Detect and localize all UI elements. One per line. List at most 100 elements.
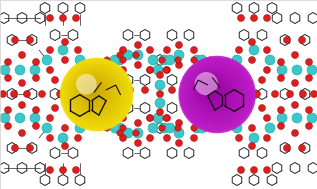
Circle shape <box>67 65 124 122</box>
Circle shape <box>146 115 153 122</box>
Circle shape <box>38 91 46 98</box>
Circle shape <box>218 67 224 73</box>
Circle shape <box>236 135 243 142</box>
Circle shape <box>93 67 99 73</box>
Circle shape <box>292 65 302 75</box>
Circle shape <box>263 167 270 174</box>
Circle shape <box>47 135 54 142</box>
Circle shape <box>254 91 261 98</box>
Circle shape <box>209 87 217 95</box>
Circle shape <box>163 67 169 73</box>
Circle shape <box>117 130 123 136</box>
Circle shape <box>117 52 123 58</box>
Circle shape <box>120 115 126 122</box>
Circle shape <box>207 85 220 98</box>
Circle shape <box>134 42 141 49</box>
Circle shape <box>191 46 197 53</box>
Circle shape <box>18 101 25 108</box>
Circle shape <box>134 119 141 126</box>
Circle shape <box>0 113 10 123</box>
Circle shape <box>146 46 153 53</box>
Circle shape <box>195 72 218 95</box>
Circle shape <box>60 58 133 131</box>
Circle shape <box>64 62 128 126</box>
Circle shape <box>93 115 99 121</box>
Circle shape <box>184 87 191 94</box>
Circle shape <box>310 91 317 98</box>
Circle shape <box>178 56 256 133</box>
Circle shape <box>11 145 18 152</box>
Circle shape <box>155 98 165 108</box>
Circle shape <box>76 74 113 111</box>
Circle shape <box>47 67 54 74</box>
Circle shape <box>306 59 313 66</box>
Circle shape <box>115 55 125 65</box>
Circle shape <box>232 123 242 133</box>
Circle shape <box>191 69 240 118</box>
Circle shape <box>164 67 171 74</box>
Circle shape <box>263 67 270 74</box>
Circle shape <box>307 65 317 75</box>
Circle shape <box>192 70 238 116</box>
Circle shape <box>249 125 256 132</box>
Circle shape <box>120 46 126 53</box>
Circle shape <box>277 65 287 75</box>
Circle shape <box>249 143 256 149</box>
Circle shape <box>287 91 294 98</box>
Circle shape <box>10 91 17 98</box>
Circle shape <box>236 115 243 122</box>
Circle shape <box>176 61 183 68</box>
Circle shape <box>18 51 25 59</box>
Circle shape <box>134 61 141 68</box>
Circle shape <box>89 88 96 95</box>
Circle shape <box>292 129 299 136</box>
Circle shape <box>197 74 233 111</box>
Circle shape <box>306 122 313 129</box>
Circle shape <box>30 113 40 123</box>
Circle shape <box>33 122 40 129</box>
Circle shape <box>174 128 184 138</box>
Circle shape <box>47 167 54 174</box>
Circle shape <box>68 67 122 121</box>
Circle shape <box>176 139 183 146</box>
Circle shape <box>265 55 275 65</box>
Circle shape <box>133 130 139 136</box>
Circle shape <box>190 67 241 119</box>
Circle shape <box>192 123 202 133</box>
Circle shape <box>58 45 68 55</box>
Circle shape <box>197 123 207 133</box>
Circle shape <box>82 81 105 103</box>
Circle shape <box>159 123 169 133</box>
Circle shape <box>307 113 317 123</box>
Circle shape <box>47 115 54 122</box>
Circle shape <box>192 55 202 65</box>
Circle shape <box>157 108 164 115</box>
Circle shape <box>56 91 63 98</box>
Circle shape <box>66 64 125 123</box>
Circle shape <box>65 63 126 125</box>
Circle shape <box>299 36 306 43</box>
Circle shape <box>191 67 197 74</box>
Circle shape <box>183 60 250 128</box>
Circle shape <box>120 67 126 74</box>
Circle shape <box>74 72 116 114</box>
Circle shape <box>232 55 242 65</box>
Circle shape <box>120 125 126 131</box>
Circle shape <box>193 71 237 115</box>
Circle shape <box>155 80 165 90</box>
Circle shape <box>18 80 25 87</box>
Circle shape <box>165 55 175 65</box>
Circle shape <box>81 80 106 104</box>
Circle shape <box>208 65 218 75</box>
Circle shape <box>191 115 197 122</box>
Circle shape <box>242 74 249 81</box>
Circle shape <box>88 86 98 96</box>
Circle shape <box>199 77 230 108</box>
Circle shape <box>78 76 110 108</box>
Circle shape <box>163 115 169 121</box>
Circle shape <box>249 133 259 143</box>
Circle shape <box>195 73 234 112</box>
Circle shape <box>191 57 197 63</box>
Circle shape <box>74 46 81 53</box>
Circle shape <box>126 87 133 94</box>
